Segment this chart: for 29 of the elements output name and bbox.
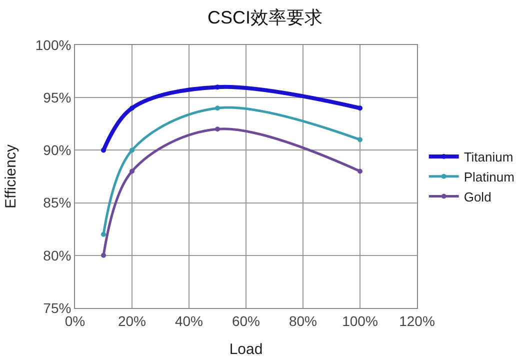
point — [215, 126, 220, 132]
x-tick-label: 80% — [288, 312, 318, 329]
legend-label: Titanium — [464, 150, 514, 165]
point — [358, 168, 362, 174]
y-tick-label: 100% — [35, 36, 72, 53]
y-tick-label: 90% — [43, 142, 72, 158]
x-tick-label: 100% — [342, 312, 378, 329]
x-tick-label: 40% — [174, 312, 204, 329]
point — [101, 148, 106, 153]
point — [215, 84, 220, 90]
x-tick-label: 20% — [118, 312, 146, 329]
legend-label: Platinum — [464, 169, 514, 184]
x-tick-label: 120% — [399, 312, 435, 329]
y-axis-title: Efficiency — [2, 144, 20, 208]
x-tick-label: 60% — [232, 312, 260, 329]
y-tick-label: 80% — [43, 247, 72, 264]
y-tick-label: 85% — [43, 194, 72, 211]
point — [101, 252, 106, 258]
point — [130, 106, 134, 111]
point — [130, 148, 134, 153]
point — [215, 106, 220, 111]
legend-label: Gold — [464, 189, 492, 204]
chart-title: CSCI效率要求 — [207, 8, 323, 28]
y-tick-label: 95% — [43, 90, 72, 106]
x-axis-title: Load — [229, 340, 263, 358]
point — [101, 232, 106, 237]
point — [358, 137, 362, 142]
point — [358, 106, 362, 111]
point — [130, 168, 134, 174]
